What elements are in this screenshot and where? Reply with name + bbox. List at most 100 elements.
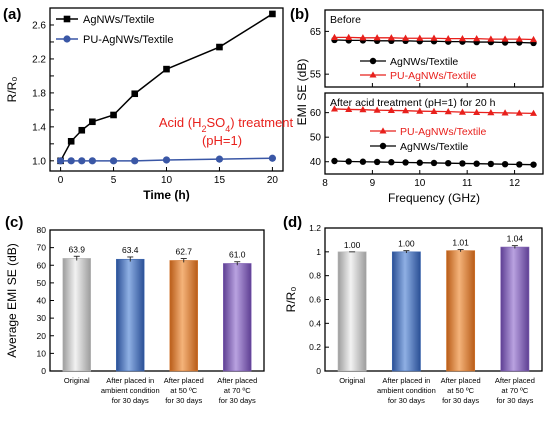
legend-label-b: AgNWs/Textile <box>390 56 458 68</box>
category-label-c: for 30 days <box>165 396 202 405</box>
value-label-c: 61.0 <box>229 250 246 260</box>
value-label-c: 62.7 <box>175 247 192 257</box>
value-label-c: 63.9 <box>68 244 85 254</box>
data-point-b-1-0 <box>402 106 410 114</box>
x-tick-label-a: 10 <box>161 175 173 186</box>
data-point-a-0 <box>269 10 276 18</box>
category-label-c: for 30 days <box>112 396 149 405</box>
data-point-b-0-1 <box>402 34 410 41</box>
data-point-b-0-1 <box>487 35 495 42</box>
category-label-d: ambient condition <box>377 386 436 395</box>
y-tick-label-a: 1.8 <box>32 88 46 99</box>
legend-label-b: AgNWs/Textile <box>400 141 468 153</box>
data-point-a-0 <box>163 65 170 73</box>
y-tick-label-c: 70 <box>37 243 47 253</box>
data-point-b-0-1 <box>444 34 452 42</box>
y-tick-label-b: 60 <box>310 108 322 119</box>
category-label-c: at 50 ºC <box>170 386 198 395</box>
x-tick-label-b: 8 <box>322 178 328 189</box>
data-point-b-1-0 <box>387 106 395 113</box>
data-point-b-0-1 <box>458 34 466 42</box>
data-point-b-1-0 <box>458 108 466 115</box>
legend-marker-b <box>369 71 377 78</box>
category-label-c: Original <box>64 376 90 385</box>
category-label-c: at 70 ºC <box>224 386 252 395</box>
data-point-a-0 <box>110 111 117 119</box>
data-point-b-0-1 <box>387 34 395 41</box>
y-tick-label-d: 0.6 <box>309 295 321 305</box>
data-point-b-1-1 <box>473 160 480 167</box>
y-tick-label-b: 50 <box>310 133 322 144</box>
legend-label-a: PU-AgNWs/Textile <box>83 34 173 46</box>
panel-c-chart: 0 10 20 30 40 50 60 70 80 63.9 Original 63.4 After p… <box>5 225 265 405</box>
subplot-title-b: After acid treatment (pH=1) for 20 h <box>330 97 496 109</box>
value-label-d: 1.01 <box>452 237 469 247</box>
y-tick-label-c: 80 <box>37 225 47 235</box>
category-label-c: After placed <box>164 376 204 385</box>
category-label-d: Original <box>339 376 365 385</box>
data-point-a-0 <box>89 118 96 126</box>
y-tick-label-d: 0.8 <box>309 271 321 281</box>
data-point-a-0 <box>67 137 75 145</box>
data-point-a-1 <box>109 157 118 165</box>
legend-label-b: PU-AgNWs/Textile <box>390 70 477 82</box>
value-label-d: 1.04 <box>507 234 524 244</box>
legend-label-a: AgNWs/Textile <box>83 14 155 26</box>
x-tick-label-b: 9 <box>370 178 376 189</box>
y-tick-label-a: 2.2 <box>32 54 46 65</box>
y-tick-label-d: 0 <box>316 366 321 376</box>
panel-d-chart: 0 0.2 0.4 0.6 0.8 1 1.2 1.00 Original 1.00 After p… <box>284 223 543 405</box>
y-tick-label-a: 2.6 <box>32 20 46 31</box>
y-tick-label-b: 55 <box>310 70 322 81</box>
bar-c-2 <box>169 260 198 372</box>
bar-d-0 <box>337 251 367 372</box>
plot-frame-b-0 <box>324 9 544 88</box>
data-point-b-1-1 <box>445 160 452 167</box>
data-point-b-1-0 <box>373 106 381 113</box>
data-point-b-1-1 <box>501 160 509 168</box>
y-tick-label-c: 50 <box>37 278 47 288</box>
y-tick-label-a: 1.0 <box>32 156 46 167</box>
data-point-b-1-0 <box>345 105 353 113</box>
data-point-b-1-0 <box>473 108 481 115</box>
data-point-b-1-1 <box>516 161 523 168</box>
data-point-b-0-1 <box>530 35 538 43</box>
data-point-b-1-0 <box>487 108 495 116</box>
data-point-a-1 <box>131 157 139 165</box>
category-label-d: After placed <box>495 376 535 385</box>
x-tick-label-b: 11 <box>462 178 473 189</box>
x-tick-label-a: 0 <box>58 175 64 186</box>
data-point-b-1-0 <box>515 109 523 116</box>
bar-d-2 <box>446 250 476 372</box>
y-tick-label-c: 40 <box>37 296 47 306</box>
subplot-title-b: Before <box>330 14 361 26</box>
data-point-b-1-0 <box>330 105 338 112</box>
y-tick-label-c: 10 <box>37 348 47 358</box>
data-point-a-0 <box>216 43 223 51</box>
panel-label-d: (d) <box>283 214 302 231</box>
data-point-a-1 <box>162 156 171 164</box>
y-tick-label-d: 1.2 <box>309 223 321 233</box>
legend-marker-a <box>63 15 71 23</box>
data-point-b-1-0 <box>444 107 452 115</box>
data-point-b-0-1 <box>345 33 353 40</box>
category-label-c: for 30 days <box>219 396 256 405</box>
value-label-d: 1.00 <box>344 240 361 250</box>
y-tick-label-c: 0 <box>41 366 46 376</box>
data-point-a-1 <box>56 157 65 165</box>
y-tick-label-a: 1.4 <box>32 122 46 133</box>
legend-marker-a <box>63 35 71 43</box>
legend-label-b: PU-AgNWs/Textile <box>400 126 487 138</box>
data-point-a-1 <box>215 155 224 163</box>
panel-label-a: (a) <box>3 6 21 23</box>
data-point-b-1-0 <box>430 107 438 114</box>
category-label-d: After placed <box>441 376 481 385</box>
data-point-b-0-1 <box>416 34 424 41</box>
data-point-b-1-1 <box>359 158 367 165</box>
data-point-b-1-1 <box>331 157 338 165</box>
y-tick-label-d: 0.2 <box>309 342 321 352</box>
data-point-a-1 <box>268 154 277 162</box>
bar-c-0 <box>62 258 91 372</box>
y-tick-label-c: 60 <box>37 260 47 270</box>
